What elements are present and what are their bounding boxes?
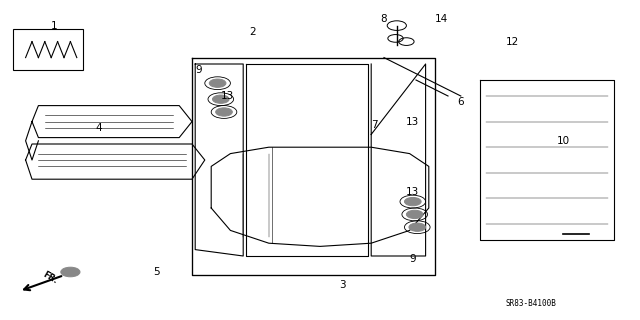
- Text: 2: 2: [250, 27, 256, 37]
- Text: 1: 1: [51, 20, 58, 31]
- Circle shape: [61, 267, 80, 277]
- Text: 14: 14: [435, 14, 448, 24]
- Text: 9: 9: [410, 254, 416, 264]
- Circle shape: [216, 108, 232, 116]
- Text: 4: 4: [96, 123, 102, 133]
- Text: 13: 13: [221, 91, 234, 101]
- Text: 13: 13: [406, 116, 419, 127]
- Text: 7: 7: [371, 120, 378, 130]
- Text: FR.: FR.: [42, 270, 60, 285]
- Text: 8: 8: [381, 14, 387, 24]
- Circle shape: [212, 95, 229, 103]
- Bar: [13, 29, 83, 70]
- Text: SR83-B4100B: SR83-B4100B: [506, 300, 557, 308]
- Text: 12: 12: [506, 36, 518, 47]
- Circle shape: [409, 223, 426, 231]
- Text: 10: 10: [557, 136, 570, 146]
- Text: 6: 6: [458, 97, 464, 108]
- Circle shape: [406, 210, 423, 219]
- Text: 9: 9: [195, 65, 202, 76]
- Text: 3: 3: [339, 280, 346, 290]
- Circle shape: [404, 197, 421, 206]
- Text: 5: 5: [154, 267, 160, 277]
- Text: 13: 13: [406, 187, 419, 197]
- Circle shape: [209, 79, 226, 87]
